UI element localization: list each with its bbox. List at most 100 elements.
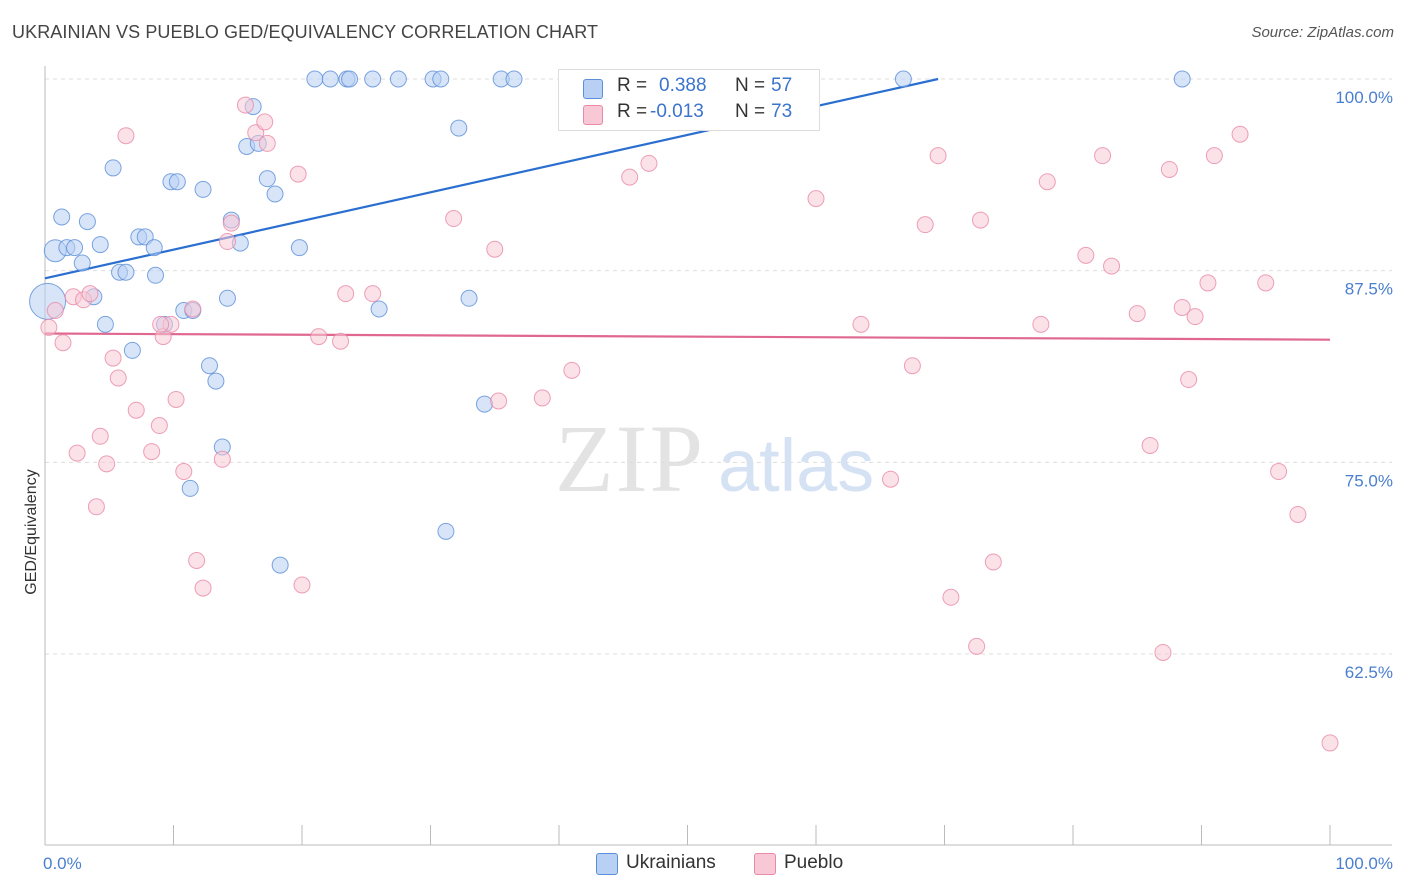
pueblo-point-52 xyxy=(984,553,1002,571)
ukrainians-point-25 xyxy=(200,357,218,375)
pueblo-point-29 xyxy=(258,134,276,152)
pueblo-point-56 xyxy=(1094,147,1112,165)
pueblo-point-4 xyxy=(68,444,86,462)
ukrainians-point-16 xyxy=(145,239,163,257)
pueblo-point-72 xyxy=(152,315,170,333)
y-tick-label-2: 87.5% xyxy=(1345,280,1393,299)
pueblo-point-61 xyxy=(1160,160,1178,178)
tick-labels: 62.5% 75.0% 87.5% 100.0% 0.0% 100.0% xyxy=(43,88,1393,873)
pueblo-point-0 xyxy=(40,318,58,336)
pueblo-point-64 xyxy=(1186,308,1204,326)
series-legend: Ukrainians Pueblo xyxy=(0,852,1406,876)
pueblo-point-8 xyxy=(91,427,109,445)
pueblo-point-26 xyxy=(236,96,254,114)
chart-title: UKRAINIAN VS PUEBLO GED/EQUIVALENCY CORR… xyxy=(12,22,599,42)
pueblo-point-69 xyxy=(1270,463,1288,481)
pueblo-point-50 xyxy=(968,637,986,655)
n-value-pueblo: 73 xyxy=(771,101,793,122)
ukrainians-point-28 xyxy=(218,289,236,307)
pueblo-point-1 xyxy=(46,302,64,320)
ukrainians-point-43 xyxy=(370,300,388,318)
pueblo-point-45 xyxy=(882,470,900,488)
pueblo-point-46 xyxy=(903,357,921,375)
legend-swatch-ukrainians xyxy=(596,853,618,875)
pueblo-point-11 xyxy=(109,369,127,387)
pueblo-point-65 xyxy=(1199,274,1217,292)
ukrainians-point-17 xyxy=(147,266,165,284)
r-label-ukrainians: R = xyxy=(617,75,648,96)
pueblo-point-21 xyxy=(188,551,206,569)
ukrainians-swatch xyxy=(583,79,603,99)
pueblo-point-57 xyxy=(1103,257,1121,275)
ukrainians-point-13 xyxy=(123,341,141,359)
pueblo-point-53 xyxy=(1032,315,1050,333)
pueblo-point-18 xyxy=(167,390,185,408)
pueblo-point-22 xyxy=(194,579,212,597)
pueblo-swatch xyxy=(583,105,603,125)
ukrainians-point-49 xyxy=(460,289,478,307)
pueblo-point-30 xyxy=(289,165,307,183)
n-label-pueblo: N = xyxy=(735,101,766,122)
ukrainians-point-10 xyxy=(104,159,122,177)
source-label: Source: ZipAtlas.com xyxy=(1251,24,1394,41)
n-label-ukrainians: N = xyxy=(735,75,766,96)
pueblo-point-47 xyxy=(916,216,934,234)
ukrainians-point-5 xyxy=(78,213,96,231)
y-tick-label-3: 100.0% xyxy=(1335,88,1393,107)
pueblo-point-51 xyxy=(971,211,989,229)
pueblo-point-55 xyxy=(1077,246,1095,264)
pueblo-point-62 xyxy=(1173,298,1191,316)
pueblo-point-44 xyxy=(852,315,870,333)
pueblo-point-43 xyxy=(807,190,825,208)
pueblo-point-63 xyxy=(1180,371,1198,389)
pueblo-point-42 xyxy=(640,154,658,172)
pueblo-trend-line xyxy=(44,332,1331,341)
n-value-ukrainians: 57 xyxy=(771,75,793,96)
pueblo-point-2 xyxy=(54,334,72,352)
pueblo-point-41 xyxy=(621,168,639,186)
r-value-ukrainians: 0.388 xyxy=(659,75,707,96)
pueblo-point-35 xyxy=(364,285,382,303)
pueblo-point-31 xyxy=(293,576,311,594)
pueblo-point-58 xyxy=(1128,305,1146,323)
pueblo-point-20 xyxy=(184,300,202,318)
pueblo-point-15 xyxy=(150,417,168,435)
pueblo-point-13 xyxy=(127,401,145,419)
pueblo-point-6 xyxy=(81,285,99,303)
pueblo-point-66 xyxy=(1205,147,1223,165)
ukrainians-point-41 xyxy=(341,70,359,88)
pueblo-point-33 xyxy=(332,332,350,350)
ukrainians-point-2 xyxy=(53,208,71,226)
watermark-zip: ZIP xyxy=(555,405,705,512)
ukrainians-point-56 xyxy=(1173,70,1191,88)
pueblo-point-36 xyxy=(445,210,463,228)
ukrainians-point-4 xyxy=(66,239,84,257)
ukrainians-point-38 xyxy=(306,70,324,88)
pueblo-point-7 xyxy=(87,498,105,516)
pueblo-point-32 xyxy=(310,328,328,346)
ukrainians-point-20 xyxy=(168,173,186,191)
ukrainians-point-24 xyxy=(194,180,212,198)
pueblo-point-14 xyxy=(143,443,161,461)
ukrainians-point-46 xyxy=(432,70,450,88)
ukrainians-point-35 xyxy=(266,185,284,203)
ukrainians-point-26 xyxy=(207,372,225,390)
pueblo-point-12 xyxy=(117,127,135,145)
pueblo-point-19 xyxy=(175,463,193,481)
ukrainians-point-47 xyxy=(437,522,455,540)
x-tick-label-1: 100.0% xyxy=(1335,854,1393,873)
pueblo-point-24 xyxy=(218,233,236,251)
legend-swatch-pueblo xyxy=(754,853,776,875)
r-value-pueblo: -0.013 xyxy=(650,101,704,122)
pueblo-point-39 xyxy=(533,389,551,407)
y-tick-label-1: 75.0% xyxy=(1345,471,1393,490)
pueblo-point-23 xyxy=(213,450,231,468)
ukrainians-point-42 xyxy=(364,70,382,88)
pueblo-point-10 xyxy=(104,349,122,367)
ukrainians-point-44 xyxy=(389,70,407,88)
legend-label-pueblo: Pueblo xyxy=(784,852,844,873)
correlation-legend: R = 0.388 N = 57 R = -0.013 N = 73 xyxy=(558,69,820,131)
pueblo-point-54 xyxy=(1038,173,1056,191)
pueblo-point-40 xyxy=(563,361,581,379)
data-points xyxy=(29,70,1339,752)
